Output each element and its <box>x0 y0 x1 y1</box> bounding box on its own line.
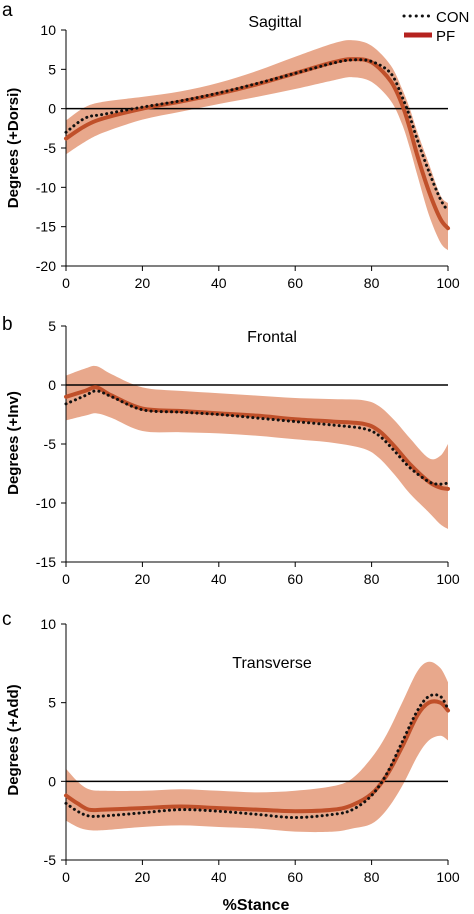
x-tick-label: 40 <box>211 869 227 885</box>
y-tick-label: -5 <box>44 852 57 868</box>
x-tick-label: 0 <box>62 869 70 885</box>
x-tick-label: 100 <box>436 869 460 885</box>
x-tick-label: 0 <box>62 571 70 587</box>
legend: CON PF <box>402 9 469 45</box>
series-con-sagittal <box>64 58 450 213</box>
x-tick-label: 0 <box>62 275 70 291</box>
series-pf-frontal <box>64 385 450 491</box>
x-tick-label: 40 <box>211 275 227 291</box>
legend-con-label: CON <box>436 9 469 26</box>
x-tick-label: 100 <box>436 571 460 587</box>
panel-title-sagittal: Sagittal <box>248 14 301 31</box>
y-tick-label: 10 <box>40 616 56 632</box>
panel-letter-c: c <box>2 609 12 630</box>
y-tick-label: 0 <box>48 377 56 393</box>
x-tick-label: 20 <box>135 571 151 587</box>
plot-area-frontal: -15 -10 -5 0 5 0 20 40 60 80 100 <box>36 318 460 587</box>
sd-band-sagittal <box>66 40 448 251</box>
ylabel-sagittal: Degrees (+Dorsi) <box>5 88 22 208</box>
y-tick-label: -10 <box>36 179 56 195</box>
y-tick-label: 5 <box>48 318 56 334</box>
panel-sagittal: a Sagittal Degrees (+Dorsi) -20 -15 -10 -5 0… <box>2 0 460 291</box>
x-tick-label: 60 <box>287 571 303 587</box>
panel-letter-b: b <box>2 314 13 335</box>
y-tick-label: -10 <box>36 495 56 511</box>
y-tick-label: -20 <box>36 258 56 274</box>
y-tick-label: -15 <box>36 554 56 570</box>
ylabel-transverse: Degrees (+Add) <box>5 684 22 795</box>
y-tick-label: 0 <box>48 101 56 117</box>
x-tick-label: 80 <box>364 869 380 885</box>
x-tick-label: 80 <box>364 571 380 587</box>
legend-pf-label: PF <box>436 28 455 45</box>
y-tick-label: 5 <box>48 695 56 711</box>
panel-title-transverse: Transverse <box>232 655 312 672</box>
y-tick-label: 10 <box>40 22 56 38</box>
x-axis-label: %Stance <box>223 897 290 914</box>
x-tick-label: 40 <box>211 571 227 587</box>
x-tick-label: 60 <box>287 275 303 291</box>
y-tick-label: -15 <box>36 219 56 235</box>
series-pf-transverse <box>64 699 450 814</box>
y-tick-label: -5 <box>44 140 57 156</box>
sd-band-transverse <box>66 661 448 833</box>
x-tick-label: 100 <box>436 275 460 291</box>
sd-band-frontal <box>66 365 448 529</box>
x-tick-label: 20 <box>135 869 151 885</box>
y-tick-label: 0 <box>48 773 56 789</box>
y-tick-label: -5 <box>44 436 57 452</box>
panel-letter-a: a <box>2 0 13 21</box>
x-tick-label: 60 <box>287 869 303 885</box>
panel-title-frontal: Frontal <box>247 329 297 346</box>
x-tick-label: 80 <box>364 275 380 291</box>
y-tick-label: 5 <box>48 61 56 77</box>
x-tick-label: 20 <box>135 275 151 291</box>
ylabel-frontal: Degrees (+Inv) <box>5 391 22 495</box>
series-con-transverse <box>64 693 450 820</box>
panel-frontal: b Frontal Degrees (+Inv) -15 -10 -5 0 5 0 20 40… <box>2 314 460 587</box>
